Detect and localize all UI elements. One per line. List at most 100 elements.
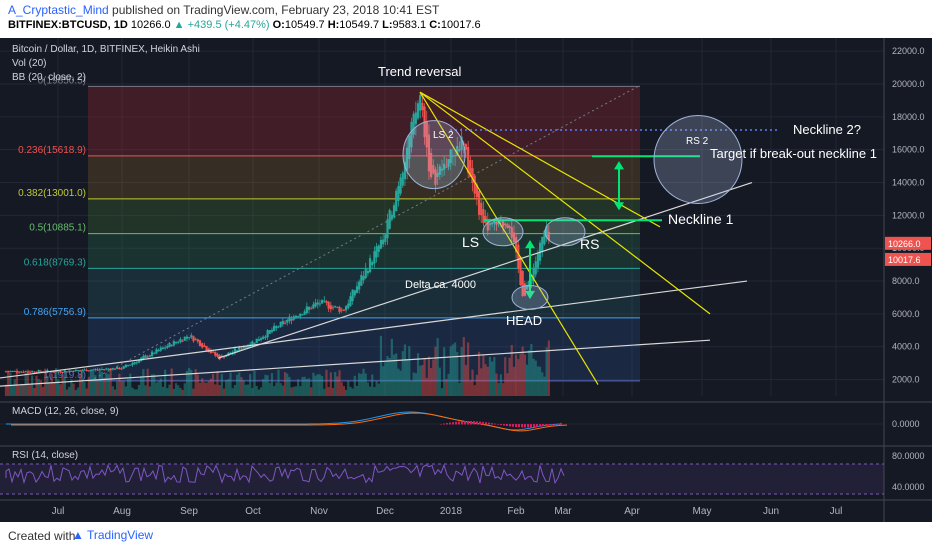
candle-body: [59, 371, 62, 373]
candle-body: [63, 370, 66, 373]
candle-body: [129, 364, 132, 366]
candle-body: [464, 144, 468, 150]
candle-body: [338, 307, 341, 313]
volume-bar: [464, 364, 468, 396]
high-value: 10549.7: [339, 19, 380, 31]
volume-bar: [89, 370, 93, 396]
candle-body: [279, 321, 282, 327]
symbol-label: BITFINEX:BTCUSD, 1D: [8, 19, 128, 31]
volume-bar: [196, 374, 199, 396]
candle-body: [414, 112, 417, 125]
candle-body: [190, 335, 193, 338]
candle-body: [323, 300, 326, 302]
candle-body: [534, 261, 537, 275]
candle-body: [366, 270, 369, 274]
support-trendline-lower: [0, 339, 711, 387]
volume-bar: [137, 384, 141, 396]
volume-bar: [360, 373, 363, 396]
volume-bar: [46, 375, 49, 396]
volume-bar: [231, 388, 234, 396]
candle-body: [257, 339, 260, 341]
macd-histogram-bar: [557, 423, 559, 425]
footer: Created with ▲ TradingView: [0, 522, 932, 550]
annot-target: Target if break-out neckline 1: [710, 146, 877, 161]
volume-bar: [543, 376, 546, 396]
time-tick-label: Feb: [507, 506, 525, 517]
annot-ls2: LS 2: [433, 130, 454, 141]
candle-body: [344, 306, 348, 311]
volume-bar: [7, 370, 10, 396]
macd-histogram-bar: [455, 421, 457, 425]
candle-body: [37, 370, 40, 373]
macd-histogram-bar: [464, 421, 466, 425]
candle-body: [159, 347, 162, 351]
candle-body: [360, 275, 363, 286]
volume-bar: [181, 389, 184, 396]
candle-body: [122, 366, 125, 369]
fib-level-label: 0.236(15618.9): [18, 145, 86, 156]
volume-bar: [177, 385, 180, 396]
candle-body: [222, 356, 226, 358]
volume-bar: [349, 386, 352, 396]
volume-bar: [37, 379, 40, 396]
volume-bar: [107, 374, 110, 396]
volume-bar: [397, 368, 400, 396]
candle-body: [109, 368, 112, 371]
price-tick-label: 6000.0: [892, 309, 920, 319]
candle-body: [488, 223, 492, 225]
candle-body: [397, 186, 400, 201]
candle-body: [314, 302, 317, 307]
author-link[interactable]: A_Cryptastic_Mind: [8, 3, 109, 17]
macd-histogram-bar: [500, 424, 502, 426]
volume-bar: [85, 388, 88, 396]
candle-body: [390, 214, 393, 220]
rsi-pane: 80.0000 40.0000: [0, 445, 932, 495]
candle-body: [235, 350, 239, 352]
candle-body: [231, 351, 234, 354]
candle-body: [183, 336, 186, 341]
volume-bar: [214, 384, 217, 396]
price-chart-svg[interactable]: 0(19850.5) 0.236(15618.9) 0.382(13001.0) 0.…: [0, 38, 932, 522]
legend-title: Bitcoin / Dollar, 1D, BITFINEX, Heikin A…: [12, 44, 200, 55]
volume-bar: [185, 370, 189, 396]
candle-body: [179, 339, 182, 343]
volume-bar: [432, 359, 435, 396]
volume-bar: [379, 335, 383, 396]
volume-bar: [362, 368, 365, 396]
volume-bar: [183, 383, 186, 396]
chart-area[interactable]: 0(19850.5) 0.236(15618.9) 0.382(13001.0) 0.…: [0, 38, 932, 522]
candle-body: [94, 368, 97, 370]
candle-body: [181, 340, 184, 342]
volume-bar: [150, 374, 154, 396]
candle-body: [246, 346, 250, 348]
volume-bar: [22, 384, 25, 396]
candle-body: [52, 371, 56, 373]
candle-body: [286, 319, 289, 323]
candle-body: [430, 152, 433, 178]
candle-body: [438, 166, 441, 175]
candle-body: [310, 308, 313, 310]
candle-body: [410, 121, 413, 148]
volume-bar: [218, 385, 221, 396]
volume-bar: [203, 382, 206, 396]
volume-bar: [270, 373, 274, 396]
volume-bar: [336, 376, 339, 396]
tradingview-logo-link[interactable]: ▲ TradingView: [72, 528, 154, 542]
candle-body: [292, 316, 295, 320]
volume-bar: [541, 372, 544, 396]
macd-histogram-bar: [461, 421, 463, 425]
macd-histogram-bar: [512, 424, 514, 427]
volume-bar: [547, 340, 550, 396]
macd-histogram-bar: [518, 424, 520, 428]
volume-bar: [401, 351, 404, 396]
volume-bar: [279, 383, 282, 396]
candle-body: [451, 155, 454, 157]
volume-bar: [225, 380, 228, 396]
volume-bar: [447, 373, 450, 396]
price-tick-label: 14000.0: [892, 178, 925, 188]
candle-body: [521, 270, 524, 296]
fib-level-label: 1(1919.8): [43, 370, 86, 381]
candle-body: [277, 326, 280, 328]
candle-body: [508, 226, 511, 229]
volume-bar: [316, 374, 319, 396]
